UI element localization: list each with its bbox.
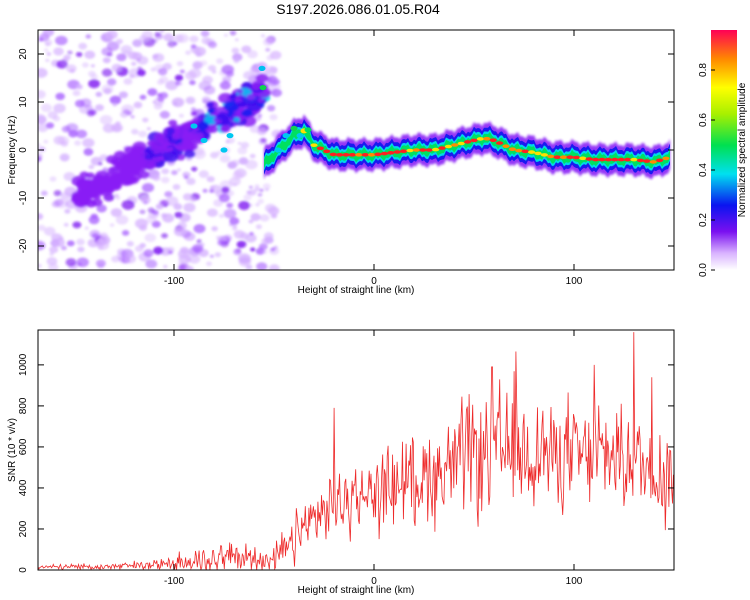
figure-title: S197.2026.086.01.05.R04: [276, 1, 440, 17]
spectrogram-ylabel: Frequency (Hz): [7, 116, 18, 185]
snr-ytick-label: 0: [18, 567, 29, 573]
snr-ytick-label: 600: [18, 438, 29, 455]
spectrogram-ridge: [190, 65, 670, 180]
spectrogram-xlabel: Height of straight line (km): [298, 285, 415, 296]
colorbar-axes: 0.0 0.2 0.4 0.6 0.8: [698, 63, 715, 277]
colorbar-tick-label: 0.6: [698, 113, 709, 127]
snr-ytick-label: 200: [18, 520, 29, 537]
snr-frame: [37, 329, 675, 571]
snr-ytick-label: 800: [18, 397, 29, 414]
spectrogram-xtick-label: 0: [371, 276, 377, 287]
snr-ytick-label: 1000: [18, 353, 29, 376]
colorbar-tick-label: 0.2: [698, 213, 709, 227]
colorbar-tick-label: 0.4: [698, 163, 709, 177]
spectrogram-xtick-label: -100: [164, 276, 184, 287]
spectrogram-ytick-label: 20: [18, 48, 29, 60]
snr-ytick-label: 400: [18, 479, 29, 496]
spectrogram-ytick-label: -10: [18, 190, 29, 205]
spectrogram-xtick-label: 100: [566, 276, 583, 287]
snr-xtick-label: 100: [566, 576, 583, 587]
spectrogram-ytick-label: 10: [18, 96, 29, 108]
colorbar-gradient: [711, 30, 737, 270]
colorbar-tick-label: 0.8: [698, 63, 709, 77]
snr-series-line: [38, 332, 674, 570]
spectrogram-ytick-label: -20: [18, 238, 29, 253]
colorbar-tick-label: 0.0: [698, 263, 709, 277]
colorbar: 0.0 0.2 0.4 0.6 0.8 Normalized spectral ampl…: [698, 30, 748, 277]
snr-xlabel: Height of straight line (km): [298, 585, 415, 596]
snr-xtick-label: -100: [164, 576, 184, 587]
colorbar-label: Normalized spectral amplitude: [737, 82, 748, 217]
snr-ylabel: SNR (10 * v/v): [7, 418, 18, 482]
snr-xtick-label: 0: [371, 576, 377, 587]
spectrogram-heatmap: [38, 30, 670, 270]
spectrogram-ytick-label: 0: [18, 147, 29, 153]
